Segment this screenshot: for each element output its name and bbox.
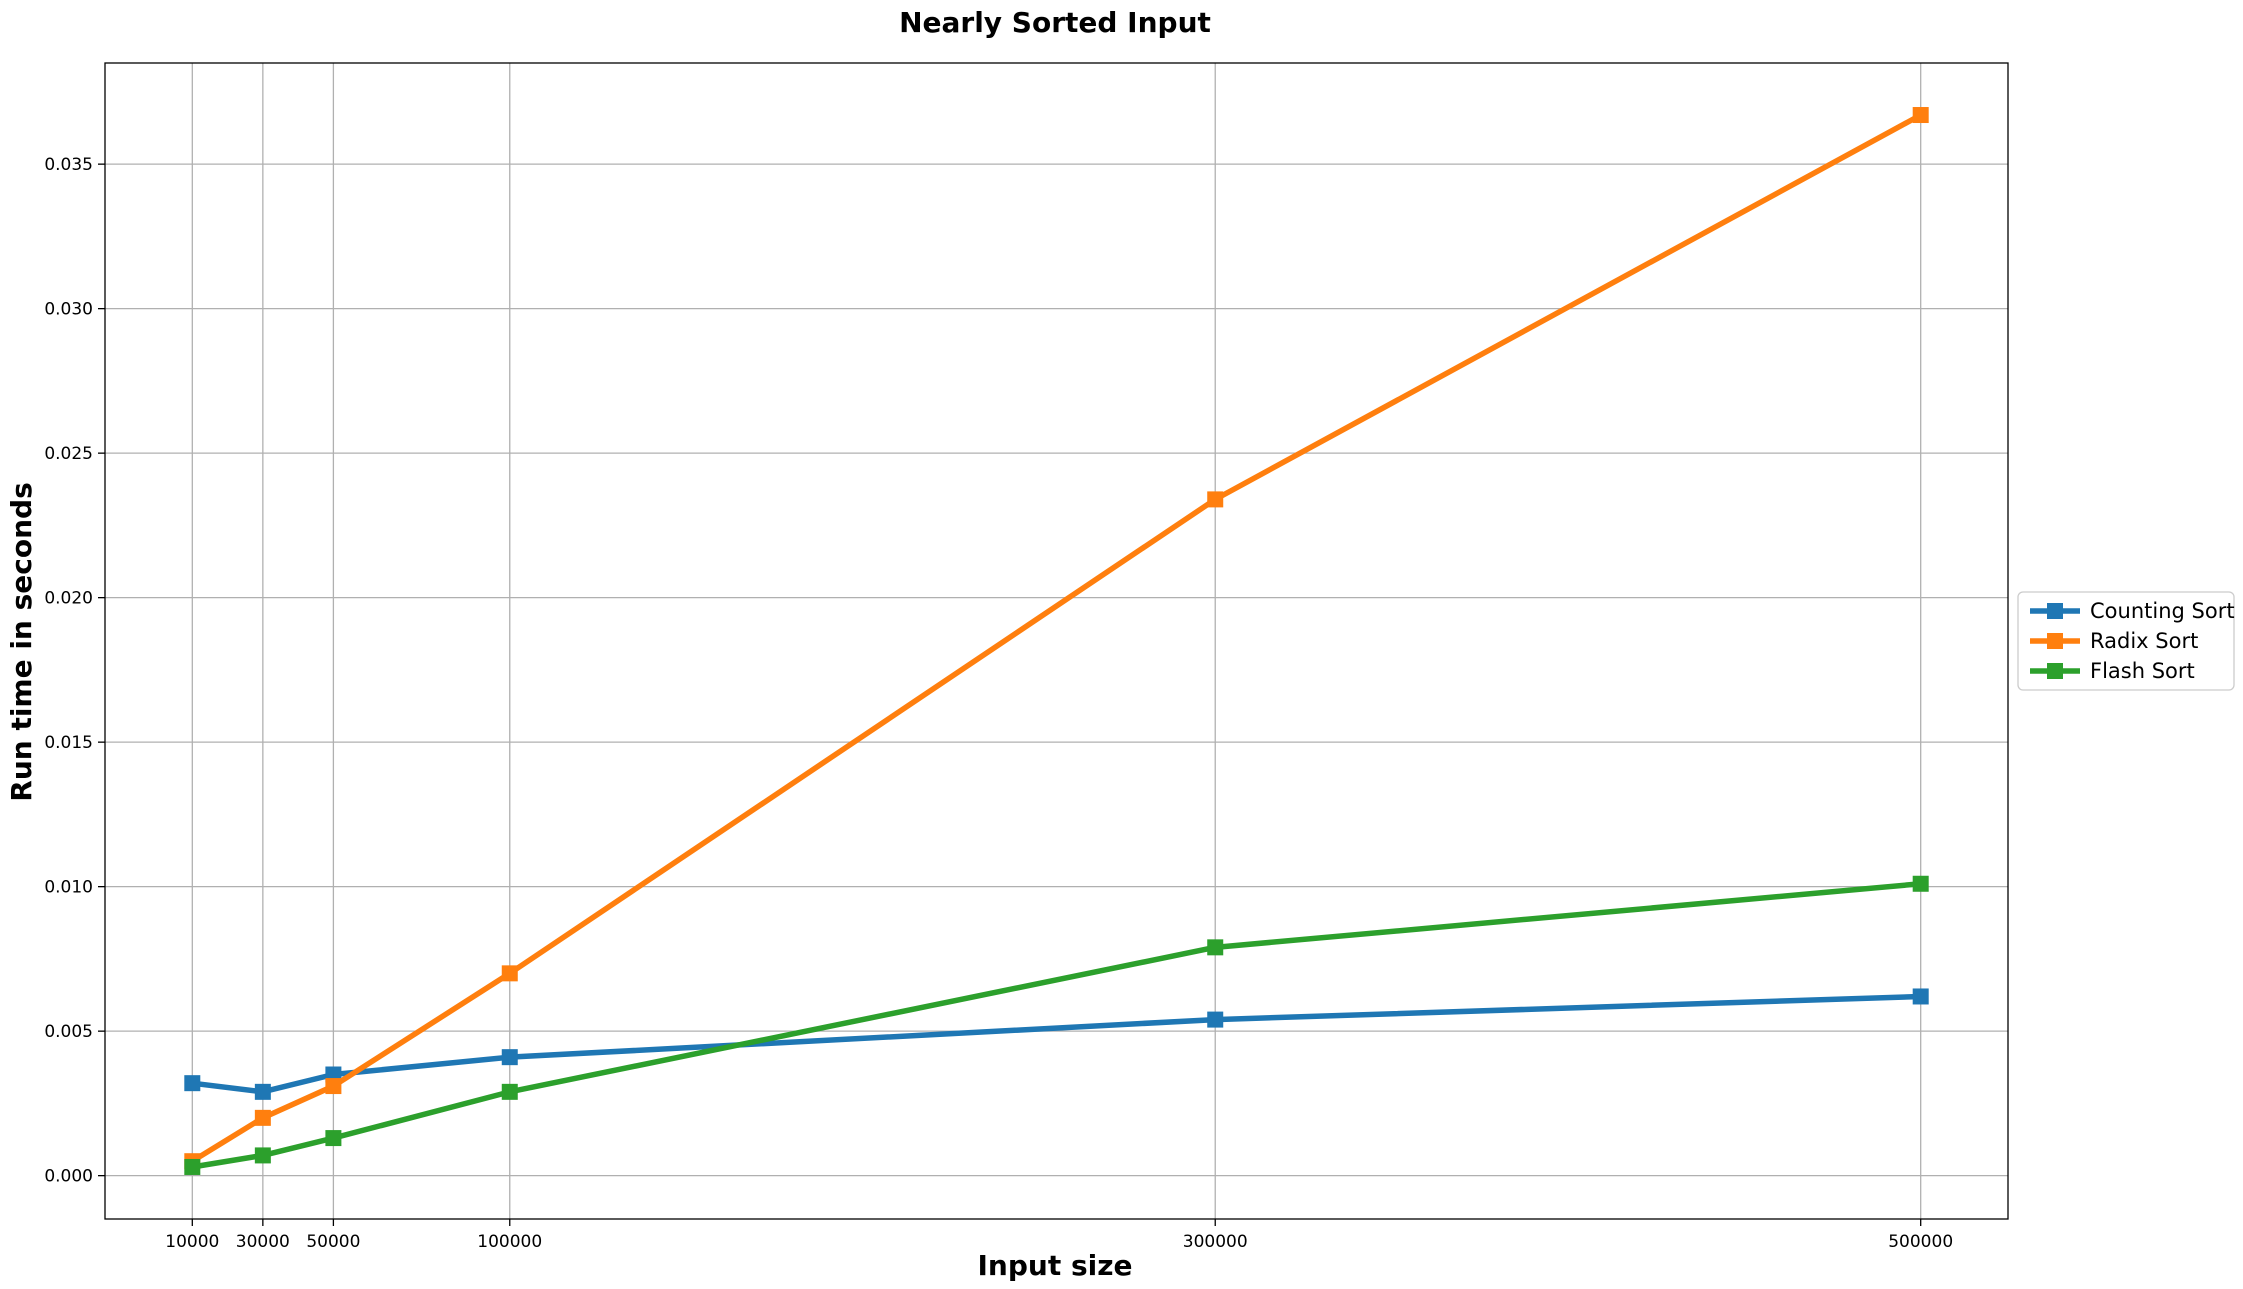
flash-sort-point <box>325 1130 342 1147</box>
flash-sort-point <box>501 1083 518 1100</box>
y-tick-label: 0.005 <box>44 1022 93 1042</box>
flash-sort-point <box>184 1158 201 1175</box>
flash-sort-point <box>254 1147 271 1164</box>
y-tick-label: 0.000 <box>44 1167 93 1187</box>
y-tick-label: 0.025 <box>44 444 93 464</box>
counting-sort-point <box>1912 988 1929 1005</box>
series-counting-sort <box>184 988 1929 1100</box>
radix-sort-point <box>325 1078 342 1095</box>
x-tick-label: 50000 <box>306 1232 360 1252</box>
radix-sort-point <box>1207 491 1224 508</box>
y-tick-label: 0.030 <box>44 300 93 320</box>
y-tick-label: 0.020 <box>44 589 93 609</box>
flash-sort-point <box>1207 939 1224 956</box>
y-tick-label: 0.035 <box>44 155 93 175</box>
y-tick-label: 0.010 <box>44 878 93 898</box>
x-tick-label: 500000 <box>1888 1232 1953 1252</box>
x-tick-label: 30000 <box>236 1232 290 1252</box>
y-axis-title: Run time in seconds <box>5 482 38 801</box>
legend-swatch-marker <box>2047 663 2063 679</box>
x-axis-title: Input size <box>977 1249 1132 1282</box>
legend-item-flash-sort: Flash Sort <box>2030 659 2195 683</box>
grid <box>105 63 2008 1219</box>
y-tick-label: 0.015 <box>44 733 93 753</box>
legend-swatch-marker <box>2047 603 2063 619</box>
x-axis-ticks: 10000 30000 50000 100000 300000 500000 <box>165 1219 1953 1252</box>
flash-sort-point <box>1912 875 1929 892</box>
series-flash-sort <box>184 875 1929 1175</box>
legend-item-radix-sort: Radix Sort <box>2030 629 2198 653</box>
legend-label: Flash Sort <box>2090 659 2195 683</box>
legend-label: Counting Sort <box>2090 599 2235 623</box>
counting-sort-point <box>254 1083 271 1100</box>
legend-swatch-marker <box>2047 633 2063 649</box>
radix-sort-point <box>501 965 518 982</box>
legend-item-counting-sort: Counting Sort <box>2030 599 2235 623</box>
counting-sort-point <box>184 1075 201 1092</box>
counting-sort-line <box>189 993 1924 1095</box>
legend-label: Radix Sort <box>2090 629 2198 653</box>
y-axis-ticks: 0.000 0.005 0.010 0.015 0.020 0.025 0.030 0.035 <box>44 155 105 1187</box>
series-layer <box>184 107 1929 1175</box>
flash-sort-line <box>189 881 1924 1170</box>
counting-sort-point <box>1207 1011 1224 1028</box>
plot-frame <box>104 62 2009 1220</box>
x-tick-label: 100000 <box>477 1232 542 1252</box>
radix-sort-point <box>1912 107 1929 124</box>
chart-title: Nearly Sorted Input <box>899 6 1211 39</box>
radix-sort-point <box>254 1109 271 1126</box>
legend-frame <box>2017 591 2235 691</box>
counting-sort-point <box>501 1049 518 1066</box>
legend: Counting Sort Radix Sort Flash Sort <box>2017 591 2235 691</box>
series-radix-sort <box>184 107 1929 1170</box>
radix-sort-line <box>189 112 1924 1164</box>
x-tick-label: 10000 <box>165 1232 219 1252</box>
x-tick-label: 300000 <box>1183 1232 1248 1252</box>
